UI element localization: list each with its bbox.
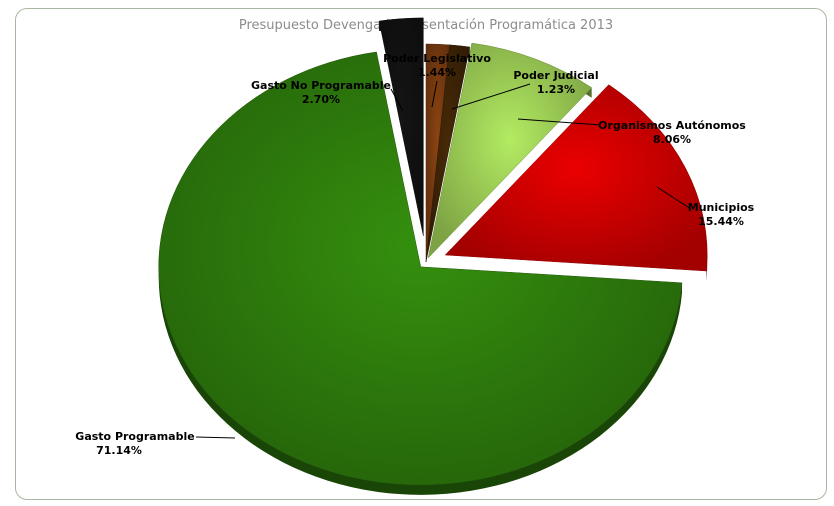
leader-line-organismos-autonomos (517, 118, 602, 126)
slice-gasto-no-programable[interactable] (378, 17, 424, 236)
leader-line-poder-judicial (451, 83, 531, 110)
label-value-gasto-programable: 71.14% (96, 444, 142, 457)
slice-gasto-programable[interactable] (158, 51, 683, 486)
slice-organismos-autonomos[interactable] (427, 42, 593, 259)
label-name-gasto-programable: Gasto Programable (75, 430, 194, 443)
leader-line-gasto-programable (195, 436, 236, 439)
slice-municipios[interactable] (444, 84, 708, 272)
label-value-municipios: 15.44% (698, 215, 744, 228)
label-value-poder-judicial: 1.23% (537, 83, 575, 96)
label-name-poder-judicial: Poder Judicial (513, 69, 598, 82)
label-name-municipios: Municipios (688, 201, 755, 214)
label-value-gasto-no-programable: 2.70% (302, 93, 340, 106)
slices-layer (158, 17, 708, 495)
label-name-gasto-no-programable: Gasto No Programable (251, 79, 391, 92)
label-value-poder-legislativo: 1.44% (418, 66, 456, 79)
chart-title: Presupuesto Devengado Presentación Progr… (239, 18, 613, 33)
leader-line-municipios (656, 186, 692, 210)
leader-line-poder-legislativo (431, 80, 438, 108)
label-value-organismos-autonomos: 8.06% (653, 133, 691, 146)
slice-poder-judicial[interactable] (425, 44, 471, 263)
label-name-poder-legislativo: Poder Legislativo (383, 52, 491, 65)
label-name-organismos-autonomos: Organismos Autónomos (598, 119, 746, 132)
leader-line-gasto-no-programable (390, 88, 404, 112)
